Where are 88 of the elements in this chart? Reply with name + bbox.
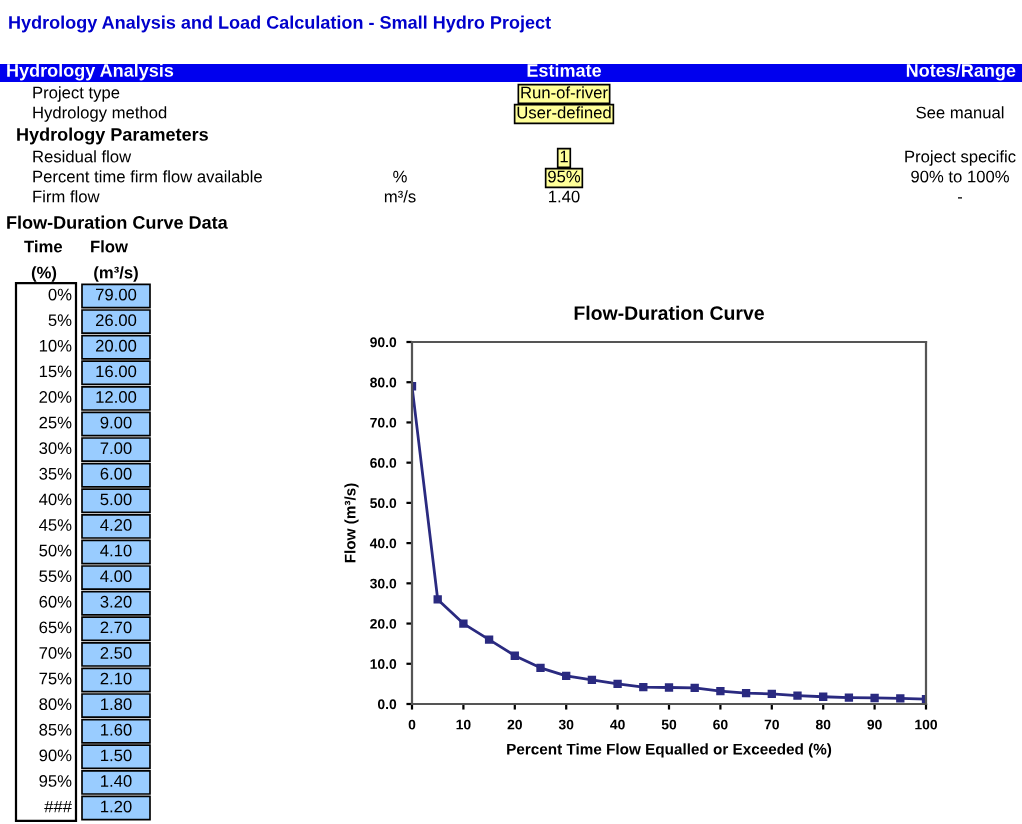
text: 1.60 [101, 723, 132, 736]
point [613, 679, 622, 689]
text: Time [24, 240, 63, 253]
text: 30% [39, 442, 72, 455]
point [716, 686, 725, 696]
text: 15% [39, 365, 72, 378]
text: 1.80 [101, 698, 132, 711]
text: 35% [39, 467, 72, 480]
point [819, 692, 828, 701]
point [741, 688, 751, 698]
text: ### [44, 800, 72, 813]
text: Run-of-river [521, 86, 608, 99]
point [510, 651, 519, 660]
text: Hydrology method [33, 106, 167, 122]
text: 2.10 [100, 672, 132, 685]
text: Flow [91, 240, 128, 253]
point [767, 689, 776, 699]
text: 50% [39, 544, 72, 557]
text: (m³/s) [94, 266, 138, 282]
text: 26.00 [95, 314, 137, 327]
text: % [393, 170, 407, 183]
text: 5% [48, 314, 72, 327]
text: Hydrology Analysis and Load Calculation - Small Hydro Project [9, 15, 551, 33]
text: 4.10 [100, 544, 132, 557]
text: 2.50 [100, 647, 132, 659]
point [459, 619, 468, 628]
text: Hydrology Parameters [17, 127, 208, 145]
text: 85% [39, 723, 72, 736]
text: Estimate [527, 63, 602, 77]
text: 1.20 [101, 800, 132, 813]
text: Firm flow [33, 190, 100, 203]
text: 5.00 [100, 493, 132, 506]
text: Flow-Duration Curve Data [7, 215, 228, 229]
text: 90% [39, 749, 72, 762]
text: 9.00 [100, 416, 132, 429]
text: 60% [39, 595, 72, 608]
text: Project specific [905, 150, 1016, 166]
point [793, 691, 802, 700]
text: 20.00 [95, 339, 137, 352]
point [870, 693, 879, 703]
text: 1.40 [549, 190, 580, 203]
text: 75% [39, 672, 72, 685]
text: 79.00 [96, 288, 137, 301]
text: 45% [39, 519, 72, 531]
point [664, 683, 674, 692]
text: 10% [39, 339, 72, 352]
point [639, 682, 648, 692]
point [484, 635, 494, 644]
text: 12.00 [96, 391, 137, 403]
point [433, 595, 442, 604]
text: 16.00 [96, 365, 137, 378]
point [562, 671, 571, 681]
text: 95% [548, 170, 581, 183]
text: Residual flow [33, 150, 132, 163]
point [844, 693, 854, 702]
text: 4.00 [100, 570, 132, 583]
point [587, 675, 597, 685]
text: 1.50 [101, 749, 132, 762]
text: 4.20 [100, 519, 132, 531]
text: Project type [33, 86, 120, 102]
text: User-defined [517, 106, 611, 119]
text: 3.20 [100, 595, 132, 608]
text: 90% to 100% [911, 170, 1009, 183]
text: 20% [39, 391, 72, 403]
text: Hydrology Analysis [7, 63, 174, 81]
text: 1.40 [101, 775, 132, 787]
text: 2.70 [100, 621, 132, 634]
text: Percent time firm flow available [33, 170, 262, 183]
text: 6.00 [100, 467, 132, 480]
text: 25% [39, 416, 72, 429]
text: 7.00 [100, 442, 132, 455]
text: 0% [48, 288, 72, 301]
text: m³/s [384, 190, 416, 203]
text: 95% [39, 775, 72, 787]
text: (%) [31, 266, 57, 282]
chart-title: Flow-Duration Curve [574, 305, 764, 320]
point [536, 663, 545, 672]
text: 55% [39, 570, 72, 583]
text: 1 [560, 150, 568, 163]
text: Notes/Range [906, 63, 1016, 81]
point [690, 683, 699, 693]
text: 70% [39, 647, 72, 659]
text: 80% [39, 698, 72, 711]
text: 65% [39, 621, 72, 634]
text: See manual [916, 106, 1004, 119]
text: 40% [39, 493, 72, 506]
text: - [957, 197, 963, 199]
point [896, 694, 905, 703]
